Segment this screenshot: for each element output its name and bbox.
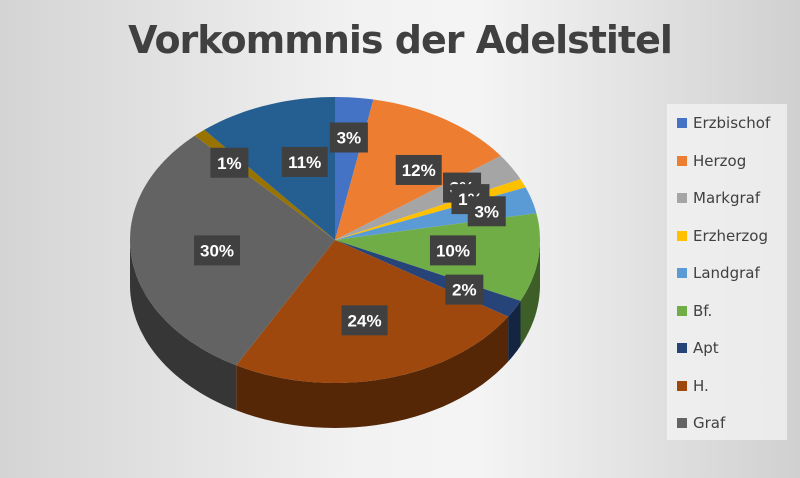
data-label-box	[210, 147, 249, 178]
legend-swatch	[677, 268, 687, 278]
data-label: 10%	[436, 241, 470, 260]
slice-side-5	[520, 240, 540, 346]
legend-item: Herzog	[677, 152, 746, 170]
legend-label: Erzherzog	[693, 226, 768, 245]
data-label: 1%	[217, 154, 242, 173]
data-label: 11%	[288, 153, 321, 172]
data-label-box	[467, 196, 506, 227]
slice-side-6	[508, 300, 521, 362]
legend-item: Landgraf	[677, 264, 760, 282]
legend-item: Graf	[677, 414, 725, 432]
legend-label: Herzog	[693, 151, 747, 170]
data-label-box	[281, 146, 328, 177]
legend-label: H.	[693, 376, 709, 395]
legend-item: Erzherzog	[677, 227, 768, 245]
legend-item: Bf.	[677, 302, 712, 320]
legend-item: Markgraf	[677, 189, 760, 207]
data-label-box	[194, 235, 241, 266]
legend-label: Erzbischof	[693, 114, 771, 132]
legend-item: Apt	[677, 339, 719, 357]
legend-item: Erzbischof	[677, 114, 770, 132]
data-label: 3%	[474, 202, 499, 221]
data-label: 12%	[402, 161, 436, 180]
legend-swatch	[677, 155, 687, 166]
slice-side-8	[130, 240, 237, 411]
legend-swatch	[677, 305, 687, 316]
legend-swatch	[677, 343, 687, 353]
data-label: 24%	[348, 311, 382, 330]
legend-label: Bf.	[693, 301, 713, 320]
legend-swatch	[677, 418, 687, 428]
pie-slice-unnamed-10[interactable]	[204, 97, 335, 240]
data-label: 30%	[200, 241, 234, 260]
legend-item: H.	[677, 377, 709, 395]
data-label: 3%	[337, 128, 362, 147]
legend-label: Markgraf	[693, 189, 761, 207]
legend-swatch	[677, 380, 687, 391]
data-label: 2%	[452, 281, 477, 300]
chart-title: Vorkommnis der Adelstitel	[128, 18, 673, 62]
legend-swatch	[677, 193, 687, 203]
data-label-box	[429, 235, 476, 266]
legend-swatch	[677, 118, 687, 128]
legend-label: Graf	[693, 414, 726, 432]
data-label-box	[341, 305, 388, 336]
data-label-box	[329, 122, 368, 153]
legend-label: Landgraf	[693, 264, 760, 282]
slice-side-7	[236, 316, 509, 428]
legend: Erzbischof Herzog Markgraf Erzherzog Landgra…	[667, 104, 787, 440]
legend-swatch	[677, 230, 687, 241]
data-label-box	[445, 274, 484, 305]
legend-label: Apt	[693, 339, 719, 357]
data-label-box	[395, 154, 442, 185]
